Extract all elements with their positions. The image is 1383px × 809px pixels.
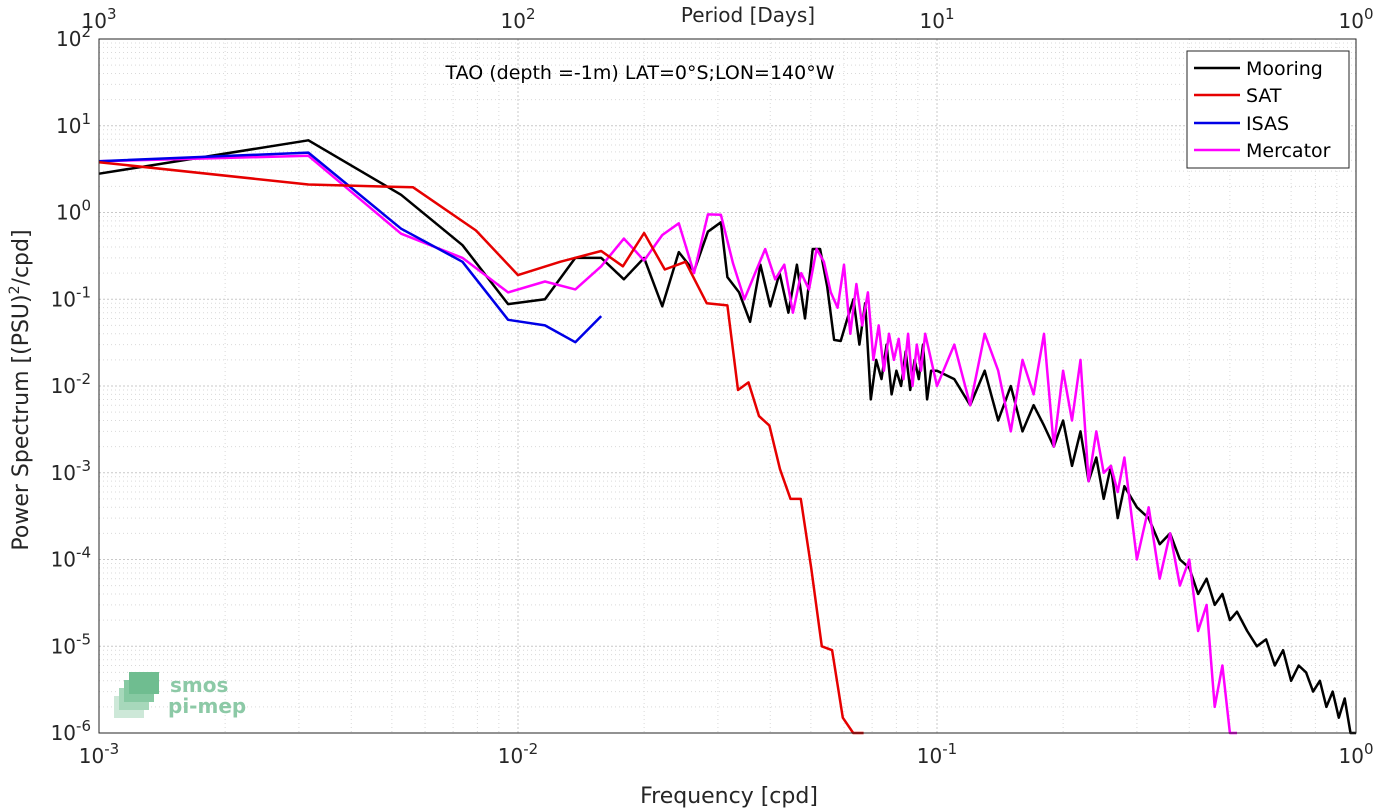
y-tick-label: 10-6 (51, 717, 91, 745)
y-axis-label: Power Spectrum [(PSU)2/cpd] (7, 229, 34, 550)
series-layer (98, 139, 1356, 735)
y-tick-label: 10-2 (51, 370, 91, 398)
series-line-mooring (98, 139, 1356, 735)
x-tick-label: 10-2 (498, 740, 538, 768)
legend-label-sat: SAT (1246, 85, 1282, 107)
x-tick-label: 100 (1339, 740, 1374, 768)
logo-text-top: smos (170, 673, 228, 697)
top-tick-label: 103 (82, 5, 117, 33)
series-line-sat (98, 160, 864, 735)
y-tick-label: 10-1 (51, 283, 91, 311)
top-axis-label: Period [Days] (681, 3, 815, 27)
x-tick-label: 10-3 (79, 740, 119, 768)
top-tick-label: 102 (501, 5, 536, 33)
plot-frame (98, 38, 1357, 734)
y-tick-label: 101 (56, 110, 91, 138)
top-tick-label: 101 (920, 5, 955, 33)
y-tick-label: 100 (56, 197, 91, 225)
y-tick-label: 10-4 (51, 544, 91, 572)
y-tick-label: 10-3 (51, 457, 91, 485)
legend-label-mercator: Mercator (1246, 140, 1331, 162)
series-line-isas (98, 151, 603, 344)
legend-box (1186, 50, 1350, 169)
smos-pi-mep-logo: smos pi-mep (114, 672, 246, 718)
y-tick-label: 102 (56, 23, 91, 51)
chart-title: TAO (depth =-1m) LAT=0°S;LON=140°W (444, 62, 834, 84)
logo-text-bottom: pi-mep (168, 694, 246, 718)
x-axis-label: Frequency [cpd] (640, 784, 818, 809)
top-tick-label: 100 (1339, 5, 1374, 33)
x-tick-label: 10-1 (917, 740, 957, 768)
legend: Mooring SAT ISAS Mercator (1186, 50, 1350, 169)
legend-label-mooring: Mooring (1246, 58, 1323, 80)
legend-label-isas: ISAS (1246, 113, 1289, 135)
series-line-mercator (98, 154, 1237, 735)
y-tick-label: 10-5 (51, 630, 91, 658)
